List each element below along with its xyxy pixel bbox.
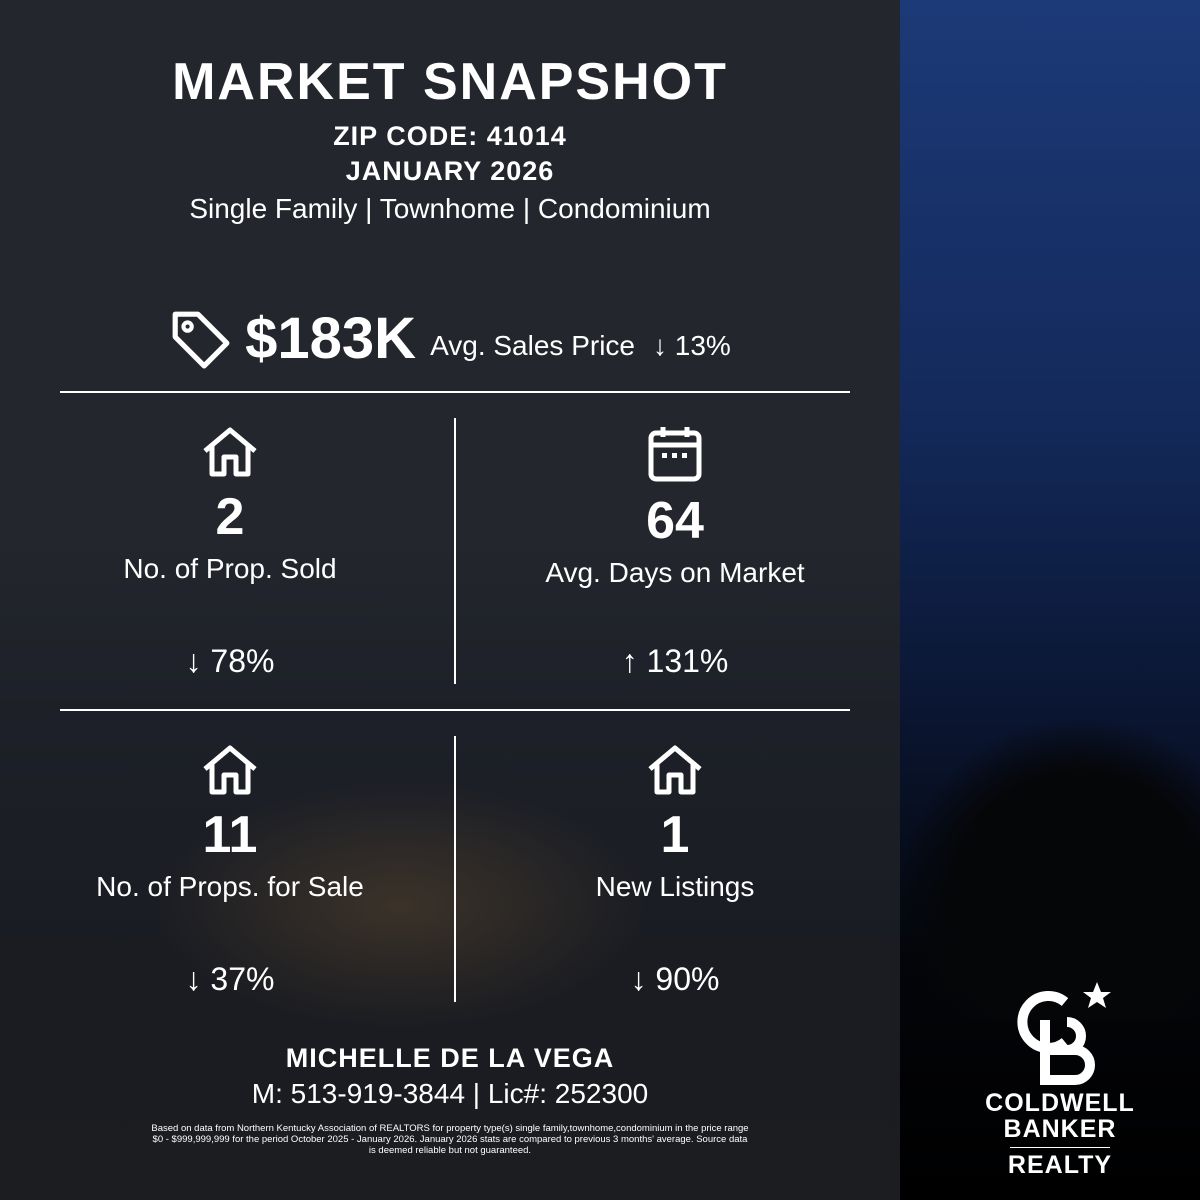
agent-name: MICHELLE DE LA VEGA bbox=[285, 1043, 615, 1073]
house-icon bbox=[475, 743, 875, 797]
stat-change: ↓ 37% bbox=[185, 961, 275, 997]
stat-change: ↓ 90% bbox=[630, 961, 720, 997]
house-icon bbox=[30, 743, 430, 797]
divider bbox=[454, 736, 456, 1002]
arrow-up-icon: ↑ bbox=[621, 643, 638, 679]
stat-value: 11 bbox=[202, 806, 258, 864]
stat-label: No. of Prop. Sold bbox=[123, 553, 337, 584]
stat-change: ↑ 131% bbox=[621, 643, 729, 679]
disclaimer: Based on data from Northern Kentucky Ass… bbox=[151, 1123, 749, 1156]
stat-value: 64 bbox=[646, 492, 704, 550]
stat-change: ↓ 78% bbox=[185, 643, 275, 679]
arrow-down-icon: ↓ bbox=[630, 961, 647, 997]
agent-contact: M: 513-919-3844 | Lic#: 252300 bbox=[251, 1078, 649, 1109]
avg-sales-price-label: Avg. Sales Price bbox=[430, 329, 635, 361]
arrow-down-icon: ↓ bbox=[185, 643, 202, 679]
house-photo-glow bbox=[150, 780, 650, 1030]
divider bbox=[454, 418, 456, 684]
tree-silhouette bbox=[900, 720, 1200, 1020]
logo-text: REALTY bbox=[1007, 1151, 1113, 1179]
stat-card: 2 No. of Prop. Sold ↓ 78% bbox=[30, 425, 430, 685]
calendar-icon bbox=[475, 425, 875, 483]
stat-label: New Listings bbox=[595, 871, 755, 902]
cb-monogram-logo bbox=[1017, 982, 1111, 1085]
house-icon bbox=[30, 425, 430, 479]
divider bbox=[60, 391, 850, 393]
stat-card: 11 No. of Props. for Sale ↓ 37% bbox=[30, 743, 430, 1003]
coldwell-banker-logo: COLDWELL BANKER REALTY bbox=[960, 980, 1160, 1178]
logo-text: COLDWELL bbox=[985, 1089, 1135, 1117]
divider bbox=[60, 709, 850, 711]
avg-sales-price-row: $183K Avg. Sales Price ↓ 13% bbox=[0, 305, 900, 372]
stat-label: No. of Props. for Sale bbox=[96, 871, 364, 902]
stat-value: 1 bbox=[660, 806, 690, 864]
avg-sales-price-change: ↓ 13% bbox=[653, 329, 731, 361]
zip-code: ZIP CODE: 41014 bbox=[333, 121, 567, 151]
stat-card: 64 Avg. Days on Market ↑ 131% bbox=[475, 425, 875, 685]
stat-value: 2 bbox=[215, 488, 245, 546]
page-title: MARKET SNAPSHOT bbox=[172, 53, 728, 111]
left-panel bbox=[0, 0, 900, 1200]
logo-divider bbox=[1010, 1147, 1110, 1148]
arrow-down-icon: ↓ bbox=[653, 329, 667, 361]
arrow-down-icon: ↓ bbox=[185, 961, 202, 997]
report-month: JANUARY 2026 bbox=[345, 156, 555, 186]
property-types: Single Family | Townhome | Condominium bbox=[189, 193, 711, 224]
price-tag-icon bbox=[172, 311, 230, 368]
logo-text: BANKER bbox=[1003, 1115, 1117, 1143]
stat-card: 1 New Listings ↓ 90% bbox=[475, 743, 875, 1003]
avg-sales-price-value: $183K bbox=[245, 306, 417, 371]
stat-label: Avg. Days on Market bbox=[545, 557, 805, 588]
